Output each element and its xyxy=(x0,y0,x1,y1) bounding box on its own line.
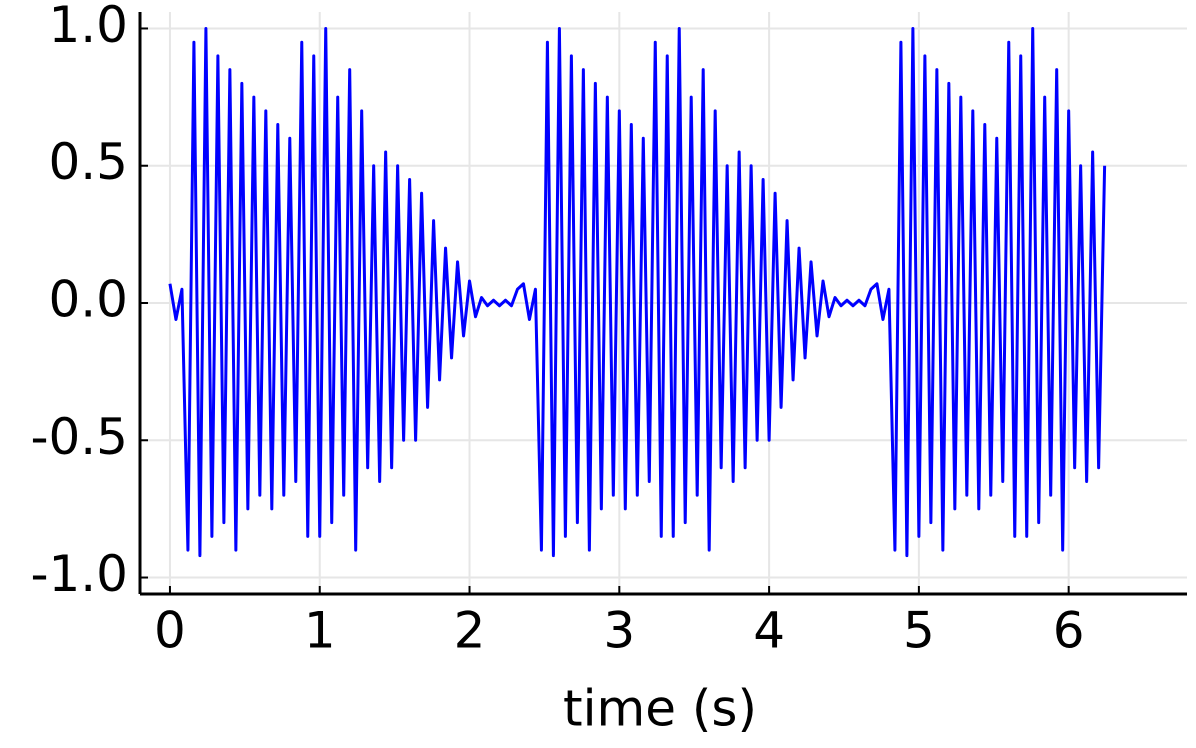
x-tick-label: 4 xyxy=(753,602,785,660)
waveform-line xyxy=(168,26,1107,558)
y-tick-label: -0.5 xyxy=(30,408,128,466)
x-tick-label: 5 xyxy=(903,602,935,660)
x-tick-label: 2 xyxy=(454,602,486,660)
y-tick-label: 0.5 xyxy=(48,133,128,191)
x-axis-label: time (s) xyxy=(563,680,757,738)
x-tick-label: 6 xyxy=(1053,602,1085,660)
x-tick-label: 3 xyxy=(603,602,635,660)
y-tick-label: 0.0 xyxy=(48,271,128,329)
x-tick-label: 0 xyxy=(154,602,186,660)
y-tick-label: -1.0 xyxy=(30,545,128,603)
y-tick-label: 1.0 xyxy=(48,0,128,54)
x-tick-label: 1 xyxy=(304,602,336,660)
